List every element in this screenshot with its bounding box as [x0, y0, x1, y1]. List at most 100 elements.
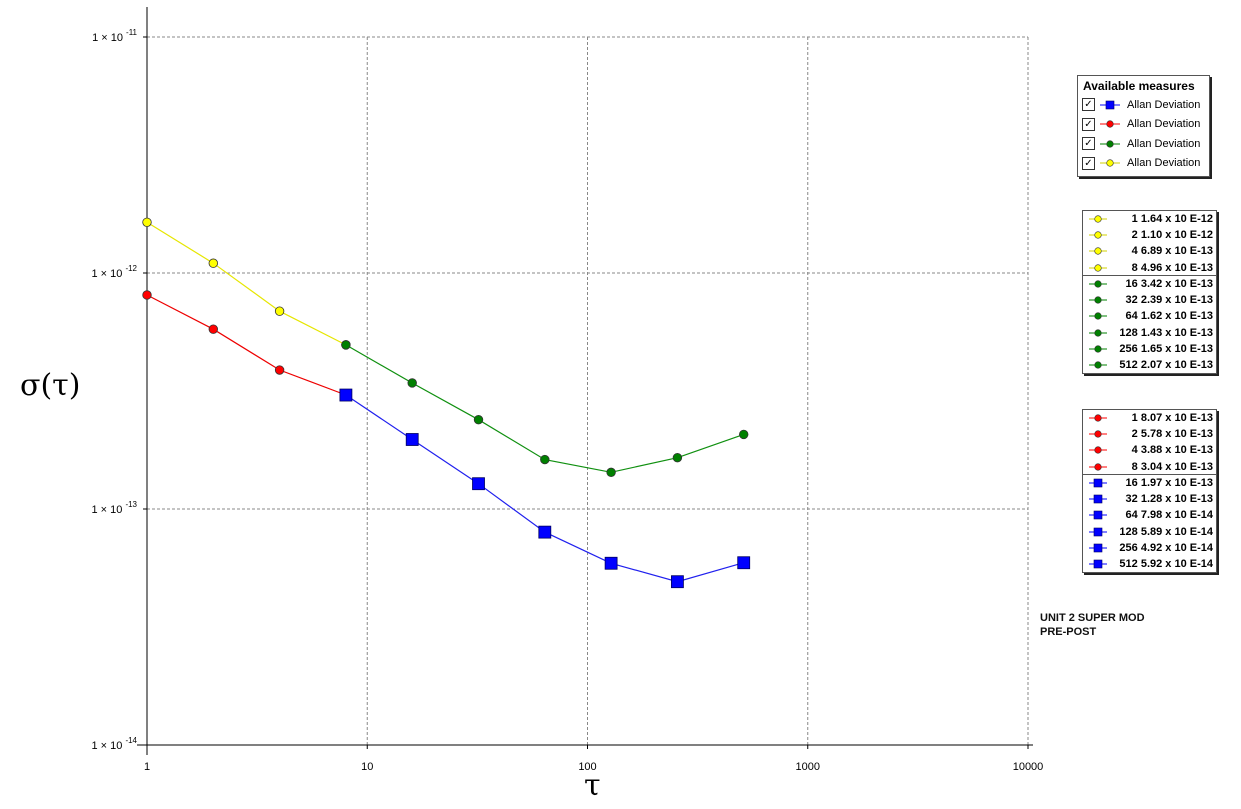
legend-symbol: [1089, 543, 1107, 553]
legend-symbol: [1089, 264, 1107, 272]
value-row: 8 4.96 x 10 E-13: [1083, 260, 1216, 276]
legend-item[interactable]: ✓ Allan Deviation: [1078, 115, 1209, 135]
data-point-square: [339, 388, 353, 402]
legend-item[interactable]: ✓ Allan Deviation: [1078, 95, 1209, 115]
legend-symbol: [1100, 120, 1120, 128]
data-point: [142, 290, 152, 300]
legend-symbol: [1089, 247, 1107, 256]
y-tick-label: 1 × 10 -11: [92, 28, 137, 44]
legend-symbol: [1089, 296, 1107, 304]
value-row: 1 8.07 x 10 E-13: [1083, 410, 1216, 426]
value-row: 128 5.89 x 10 E-14: [1083, 524, 1216, 540]
legend-symbol: [1089, 463, 1107, 471]
x-tick-label: 1000: [796, 761, 820, 773]
legend-symbol: [1089, 446, 1107, 455]
data-point-square: [737, 556, 751, 570]
value-text: 8 3.04 x 10 E-13: [1131, 460, 1213, 473]
legend-item[interactable]: ✓ Allan Deviation: [1078, 134, 1209, 154]
series-line: [146, 221, 347, 346]
value-row: 4 3.88 x 10 E-13: [1083, 442, 1216, 458]
data-point-square: [604, 556, 618, 570]
value-text: 4 3.88 x 10 E-13: [1131, 444, 1213, 457]
legend-item-label: Allan Deviation: [1127, 137, 1201, 150]
legend-symbol: [1100, 140, 1120, 148]
blue-values-table: 16 1.97 x 10 E-13 32 1.28 x 10 E-13 64 7.9…: [1082, 474, 1217, 574]
legend-item-label: Allan Deviation: [1127, 157, 1201, 170]
value-text: 16 3.42 x 10 E-13: [1125, 278, 1213, 291]
value-row: 1 1.64 x 10 E-12: [1083, 211, 1216, 227]
note-text: UNIT 2 SUPER MOD PRE-POST: [1040, 612, 1145, 638]
x-tick-label: 100: [578, 761, 596, 773]
data-point: [142, 217, 152, 227]
value-text: 32 2.39 x 10 E-13: [1125, 294, 1213, 307]
legend-symbol: [1089, 345, 1107, 353]
legend-symbol: [1089, 527, 1107, 536]
legend-item-label: Allan Deviation: [1127, 118, 1201, 131]
value-text: 512 5.92 x 10 E-14: [1119, 558, 1213, 571]
legend-item[interactable]: ✓ Allan Deviation: [1078, 154, 1209, 174]
value-row: 64 1.62 x 10 E-13: [1083, 308, 1216, 324]
value-row: 512 2.07 x 10 E-13: [1083, 357, 1216, 373]
data-point: [274, 365, 285, 375]
data-point-square: [405, 433, 419, 446]
legend-checkbox[interactable]: ✓: [1082, 117, 1095, 131]
value-row: 64 7.98 x 10 E-14: [1083, 507, 1216, 523]
value-row: 16 1.97 x 10 E-13: [1083, 475, 1216, 491]
value-row: 512 5.92 x 10 E-14: [1083, 556, 1216, 572]
legend-checkbox[interactable]: ✓: [1082, 137, 1095, 151]
y-tick-label: 1 × 10 -12: [91, 264, 137, 280]
data-point-square: [538, 525, 552, 539]
value-text: 4 6.89 x 10 E-13: [1131, 245, 1213, 258]
y-tick-label: 1 × 10 -14: [91, 736, 137, 752]
data-point: [208, 324, 219, 334]
value-text: 2 1.10 x 10 E-12: [1131, 229, 1213, 242]
y-axis-label: σ(τ): [20, 368, 81, 403]
value-text: 256 1.65 x 10 E-13: [1119, 342, 1213, 355]
value-row: 2 1.10 x 10 E-12: [1083, 227, 1216, 243]
value-row: 128 1.43 x 10 E-13: [1083, 325, 1216, 341]
data-point: [540, 454, 550, 465]
data-point: [208, 258, 219, 268]
legend-symbol: [1089, 478, 1107, 488]
value-text: 256 4.92 x 10 E-14: [1119, 541, 1213, 554]
yellow-values-table: 1 1.64 x 10 E-12 2 1.10 x 10 E-12 4 6.89 x…: [1082, 210, 1217, 277]
series-line: [345, 344, 744, 473]
legend-symbol: [1089, 280, 1107, 288]
data-point-square: [472, 477, 485, 491]
value-text: 1 8.07 x 10 E-13: [1131, 412, 1213, 425]
value-row: 256 1.65 x 10 E-13: [1083, 341, 1216, 357]
value-row: 32 2.39 x 10 E-13: [1083, 292, 1216, 308]
legend-symbol: [1100, 100, 1120, 110]
series-line: [345, 394, 744, 583]
legend-symbol: [1100, 159, 1120, 167]
legend-checkbox[interactable]: ✓: [1082, 156, 1095, 170]
x-tick-label: 10: [361, 761, 373, 773]
legend-checkbox[interactable]: ✓: [1082, 98, 1095, 112]
value-row: 4 6.89 x 10 E-13: [1083, 243, 1216, 259]
legend-symbol: [1089, 559, 1107, 569]
legend-symbol: [1089, 215, 1107, 223]
value-row: 256 4.92 x 10 E-14: [1083, 540, 1216, 556]
data-point: [739, 429, 749, 440]
x-axis-label: τ: [584, 768, 601, 803]
value-text: 16 1.97 x 10 E-13: [1125, 477, 1213, 490]
value-text: 128 5.89 x 10 E-14: [1119, 525, 1213, 538]
legend-symbol: [1089, 511, 1107, 520]
legend-symbol: [1089, 430, 1107, 438]
value-row: 2 5.78 x 10 E-13: [1083, 426, 1216, 442]
legend-item-label: Allan Deviation: [1127, 98, 1201, 111]
note-line-1: UNIT 2 SUPER MOD: [1040, 612, 1145, 624]
value-row: 16 3.42 x 10 E-13: [1083, 276, 1216, 292]
value-text: 128 1.43 x 10 E-13: [1119, 326, 1213, 339]
legend-symbol: [1089, 312, 1107, 321]
data-point: [473, 414, 484, 425]
value-row: 8 3.04 x 10 E-13: [1083, 459, 1216, 475]
note-line-2: PRE-POST: [1040, 626, 1097, 638]
value-text: 8 4.96 x 10 E-13: [1131, 261, 1213, 274]
x-tick-label: 10000: [1013, 761, 1044, 773]
value-text: 64 1.62 x 10 E-13: [1125, 310, 1213, 323]
value-text: 1 1.64 x 10 E-12: [1131, 213, 1213, 226]
legend-symbol: [1089, 329, 1107, 337]
data-point: [341, 340, 351, 350]
